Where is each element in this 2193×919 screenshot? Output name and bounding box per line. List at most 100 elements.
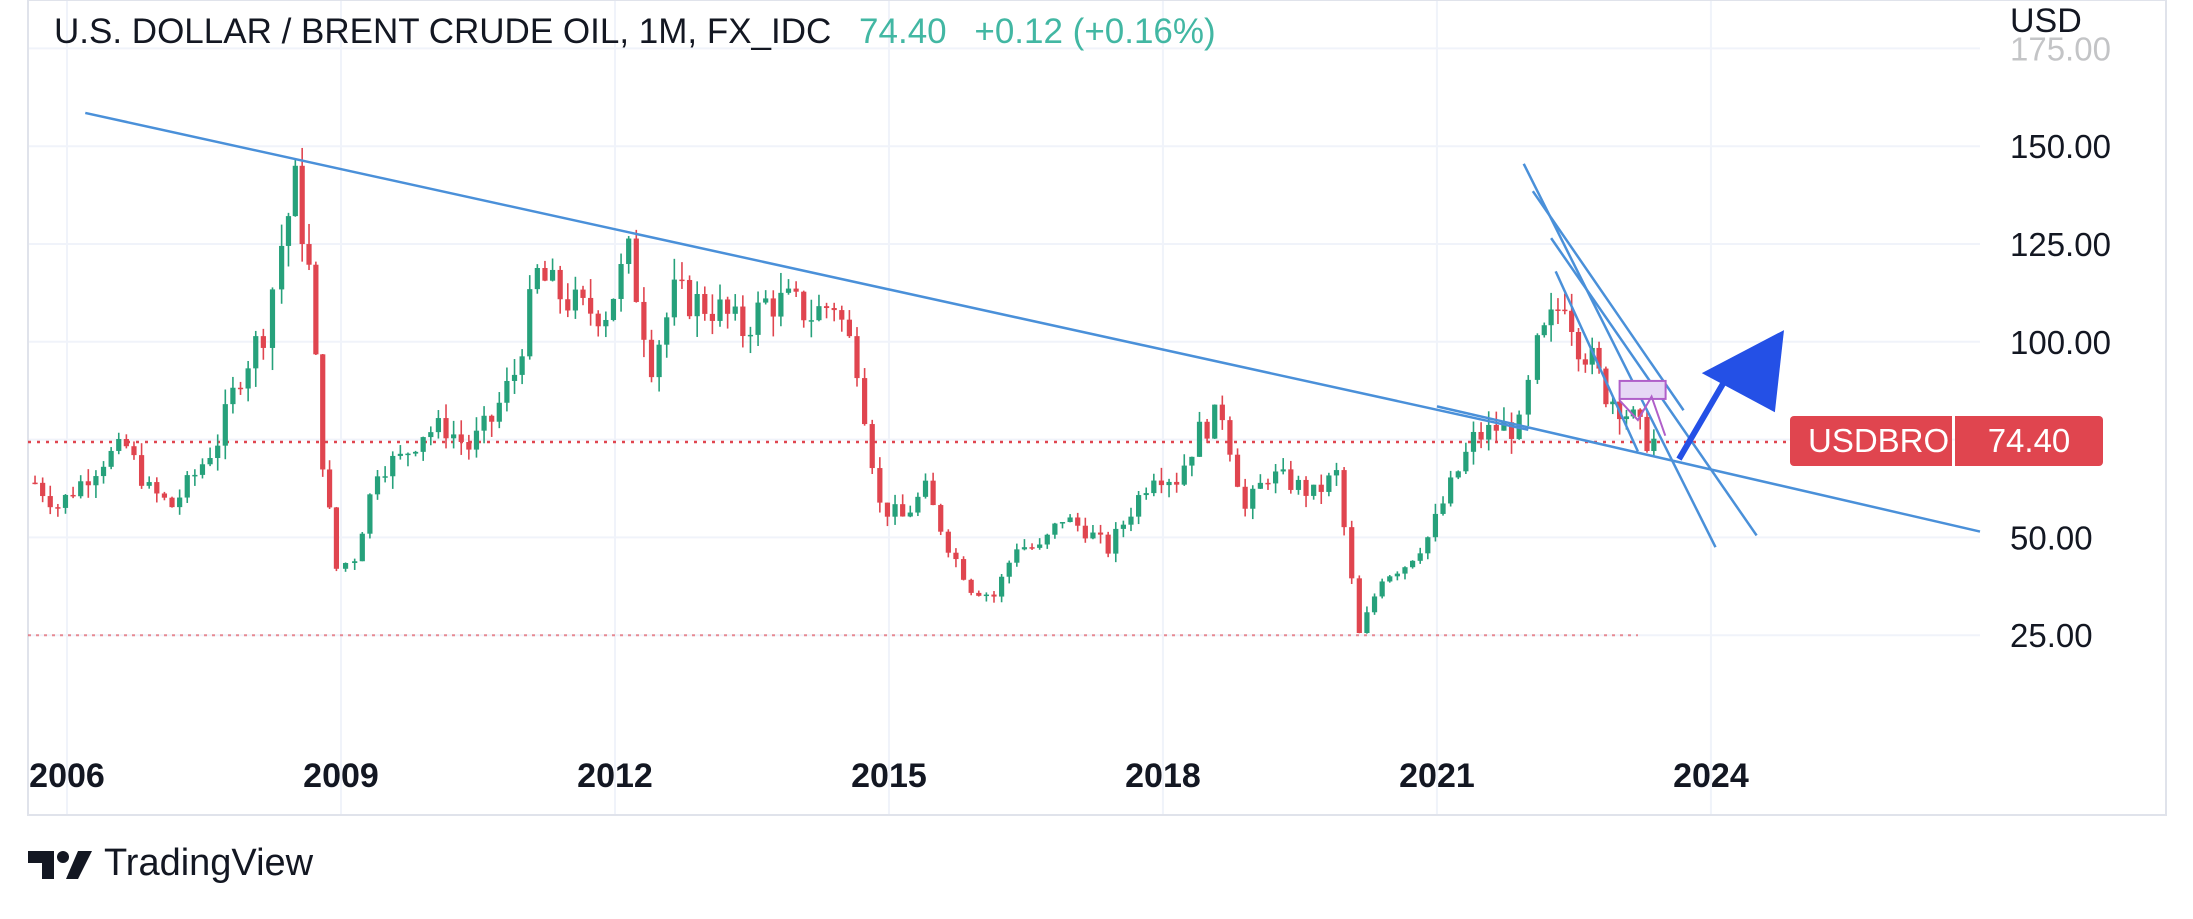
candle — [1029, 543, 1035, 550]
candle — [108, 447, 114, 470]
candle — [922, 473, 929, 499]
candle — [138, 443, 145, 489]
candle — [1326, 472, 1332, 497]
candle — [618, 253, 624, 312]
candle — [1212, 404, 1218, 439]
candle — [778, 272, 784, 327]
x-tick-label: 2009 — [303, 757, 379, 795]
price-tag: USDBRO 74.40 — [1790, 416, 2103, 466]
currency-label: USD — [2010, 2, 2082, 40]
candle — [374, 469, 381, 500]
time-axis: 2006 2009 2012 2015 2018 2021 2024 — [29, 757, 1749, 795]
candle — [1562, 293, 1568, 315]
chart-frame — [27, 0, 2167, 816]
candle — [1569, 293, 1575, 346]
chart-header: U.S. DOLLAR / BRENT CRUDE OIL, 1M, FX_ID… — [54, 12, 1216, 52]
candle — [785, 279, 792, 295]
candle — [1425, 536, 1431, 560]
candle — [78, 475, 84, 499]
candle — [451, 420, 457, 449]
candle — [664, 312, 670, 358]
candle — [1189, 456, 1195, 477]
candle — [854, 327, 860, 387]
candle — [519, 349, 525, 385]
candle — [70, 486, 76, 499]
y-tick-label: 125.00 — [2010, 226, 2111, 263]
candle — [1394, 571, 1400, 581]
x-tick-label: 2012 — [577, 757, 653, 795]
symbol-title: U.S. DOLLAR / BRENT CRUDE OIL, 1M, FX_ID… — [54, 12, 832, 51]
candle — [648, 329, 655, 383]
candle — [626, 236, 632, 274]
candle — [1493, 411, 1499, 442]
price-change: +0.12 (+0.16%) — [974, 12, 1216, 51]
candle — [285, 212, 292, 267]
price-tag-value: 74.40 — [1955, 416, 2103, 466]
candle — [945, 529, 951, 558]
candle — [694, 281, 700, 337]
channel-line-1 — [1522, 163, 1717, 548]
candle — [1021, 539, 1028, 551]
candle — [1541, 322, 1547, 338]
candle — [405, 452, 411, 467]
candle — [557, 265, 563, 314]
candle — [279, 224, 285, 304]
candle — [869, 419, 875, 475]
candle — [1288, 460, 1294, 494]
candle — [299, 147, 305, 262]
candle — [915, 492, 921, 517]
candle — [199, 458, 206, 479]
candle — [633, 229, 639, 303]
last-price: 74.40 — [859, 12, 947, 51]
candle — [641, 287, 647, 358]
candle — [656, 340, 662, 392]
candle — [755, 291, 761, 346]
horizontal-lines — [28, 440, 1790, 637]
candle — [1158, 467, 1165, 494]
candle — [1059, 522, 1066, 529]
candle — [595, 310, 601, 337]
candle — [1501, 407, 1507, 431]
candle — [207, 447, 213, 467]
candle — [709, 294, 715, 335]
candle — [1105, 531, 1111, 558]
candle — [1589, 337, 1595, 375]
pattern-zigzag — [1618, 394, 1667, 437]
candle — [253, 330, 259, 387]
candle — [62, 494, 69, 514]
trendline-drawings — [84, 111, 1981, 548]
candle — [846, 310, 852, 338]
candle — [390, 451, 396, 489]
candle — [1409, 560, 1416, 569]
candle — [123, 434, 129, 449]
candle — [100, 461, 107, 484]
candle — [1067, 514, 1073, 523]
candle — [412, 450, 419, 457]
candle — [230, 376, 236, 414]
candle — [1037, 538, 1043, 550]
candle — [1379, 578, 1385, 599]
candle — [1242, 478, 1248, 517]
major-downtrend-line — [84, 111, 1529, 432]
candle — [1273, 464, 1279, 494]
y-tick-label: 150.00 — [2010, 128, 2111, 165]
tradingview-brand[interactable]: TradingView — [28, 842, 313, 885]
candle — [1113, 522, 1119, 563]
candle — [1280, 458, 1286, 475]
channel-line-4 — [1554, 270, 1640, 452]
candle — [489, 414, 495, 437]
candle — [839, 305, 845, 332]
candle — [1166, 478, 1172, 498]
candle — [770, 290, 776, 337]
x-tick-label: 2024 — [1673, 757, 1749, 795]
candle — [1075, 512, 1081, 532]
candle — [892, 494, 898, 525]
tradingview-logo-icon — [28, 850, 92, 879]
candle — [481, 406, 487, 444]
candle — [717, 284, 723, 327]
candle — [793, 281, 799, 297]
lower-trendline — [1436, 405, 1981, 533]
candle — [763, 290, 769, 305]
